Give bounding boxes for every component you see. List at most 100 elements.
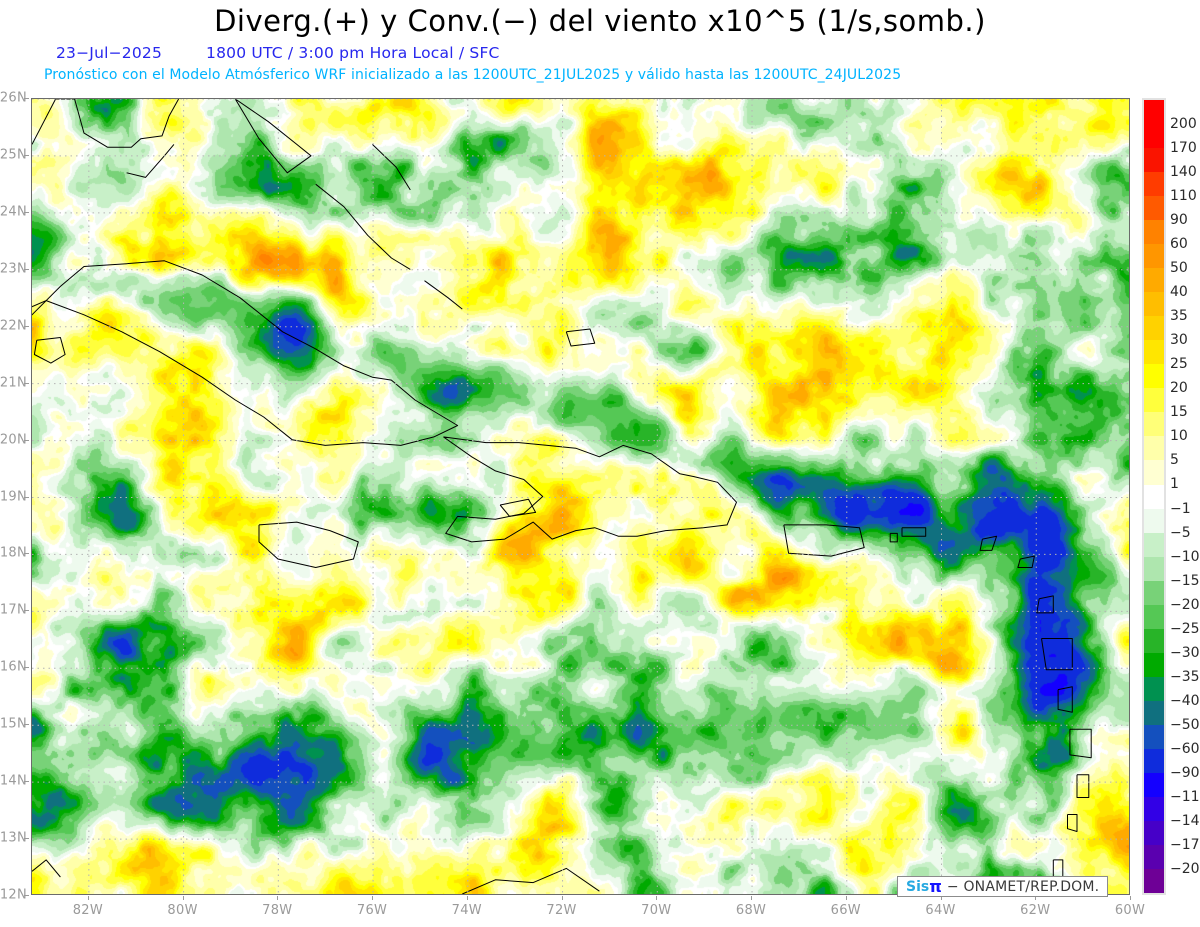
chart-header: Diverg.(+) y Conv.(−) del viento x10^5 (… [0,0,1200,92]
y-tickmark [24,211,29,213]
colorbar-swatch [1144,292,1164,317]
x-tickmark [845,896,847,900]
x-tickmark [561,896,563,900]
colorbar-swatch [1144,172,1164,197]
colorbar-swatch [1144,676,1164,701]
x-tick-label: 80W [167,903,198,918]
y-tick-label: 22N [0,318,27,334]
y-tick-label: 26N [0,90,27,106]
y-tick-label: 16N [0,659,27,675]
y-tick-label: 19N [0,489,27,504]
colorbar-tick-label: 60 [1170,236,1188,253]
y-tickmark [24,895,29,896]
x-tickmark [751,896,753,900]
y-tickmark [24,838,29,840]
colorbar-tick-label: 20 [1170,380,1188,397]
x-tick-label: 74W [451,903,482,918]
model-description: Pronóstico con el Modelo Atmósferico WRF… [44,67,902,83]
colorbar-swatch [1144,796,1164,821]
colorbar-tick-label: 140 [1170,164,1197,181]
colorbar-swatch [1144,148,1164,173]
colorbar-tick-label: 1 [1170,476,1179,493]
y-tickmark [24,98,29,99]
y-tick-label: 23N [0,261,27,277]
x-tickmark [182,896,184,900]
y-tickmark [24,325,29,327]
x-tickmark [656,896,658,900]
x-tick-label: 64W [925,903,956,918]
y-tickmark [24,268,29,270]
colorbar-tick-label: 170 [1170,140,1197,157]
y-tick-label: 12N [0,887,27,903]
colorbar-swatch [1144,268,1164,293]
colorbar-swatch [1144,700,1164,725]
y-tick-label: 17N [0,602,27,618]
colorbar-swatch [1144,412,1164,437]
y-tickmark [24,781,29,783]
colorbar-tick-label: 110 [1170,188,1197,205]
colorbar-tick-label: −25 [1170,620,1200,637]
y-tick-label: 24N [0,204,27,220]
colorbar-swatch [1144,316,1164,341]
y-tick-label: 18N [0,545,27,561]
y-tickmark [24,154,29,156]
divergence-field-shading [32,99,1129,894]
colorbar-swatch [1144,652,1164,677]
x-tickmark [372,896,374,900]
colorbar-tick-label: 50 [1170,260,1188,277]
y-tickmark [24,496,29,498]
colorbar-tick-label: 30 [1170,332,1188,349]
x-tick-label: 76W [356,903,388,918]
sis-logo-text: Sis [906,878,930,895]
y-tick-label: 13N [0,830,27,846]
colorbar-tick-label: 5 [1170,452,1179,469]
colorbar-swatch [1144,340,1164,365]
map-plot-area[interactable] [31,98,1130,895]
colorbar-swatch [1144,724,1164,749]
y-tickmark [24,439,29,441]
colorbar-swatch [1144,364,1164,389]
x-tick-label: 62W [1020,903,1051,918]
pi-icon: π [929,877,942,896]
x-tick-label: 72W [546,903,577,918]
x-tick-label: 78W [262,903,293,918]
colorbar-swatch [1144,100,1164,125]
y-tick-label: 25N [0,147,27,163]
page-title: Diverg.(+) y Conv.(−) del viento x10^5 (… [214,4,986,38]
x-tickmark [940,896,942,900]
colorbar-tick-label: 90 [1170,212,1188,229]
x-tickmark [1035,896,1037,900]
x-tick-label: 70W [641,903,672,918]
colorbar-tick-label: 200 [1170,116,1197,133]
forecast-valid-time: 1800 UTC / 3:00 pm Hora Local / SFC [206,44,500,62]
colorbar-tick-label: −15 [1170,572,1200,589]
colorbar-swatch [1144,628,1164,653]
subtitle-row: 23−Jul−2025 1800 UTC / 3:00 pm Hora Local… [56,44,500,62]
colorbar-swatch [1144,772,1164,797]
colorbar-tick-label: 40 [1170,284,1188,301]
colorbar-swatch [1144,532,1164,557]
y-tickmark [24,724,29,726]
y-tickmark [24,610,29,612]
colorbar-swatch [1144,460,1164,485]
colorbar-swatch [1144,484,1164,509]
colorbar-swatch [1144,748,1164,773]
colorbar-swatch [1144,220,1164,245]
colorbar-tick-label: −90 [1170,764,1200,781]
y-tick-label: 14N [0,773,27,789]
forecast-date: 23−Jul−2025 [56,44,163,62]
x-tickmark [87,896,89,900]
colorbar-swatch [1144,196,1164,221]
colorbar-tick-label: −50 [1170,716,1200,733]
y-tick-label: 20N [0,432,27,448]
colorbar-swatch [1144,436,1164,461]
y-tickmark [24,553,29,555]
x-tick-label: 82W [72,903,103,918]
y-tickmark [24,382,29,384]
colorbar[interactable] [1142,98,1166,895]
colorbar-swatch [1144,844,1164,869]
colorbar-swatch [1144,580,1164,605]
colorbar-tick-label: −60 [1170,740,1200,757]
y-tick-label: 21N [0,375,27,391]
colorbar-swatch [1144,820,1164,845]
